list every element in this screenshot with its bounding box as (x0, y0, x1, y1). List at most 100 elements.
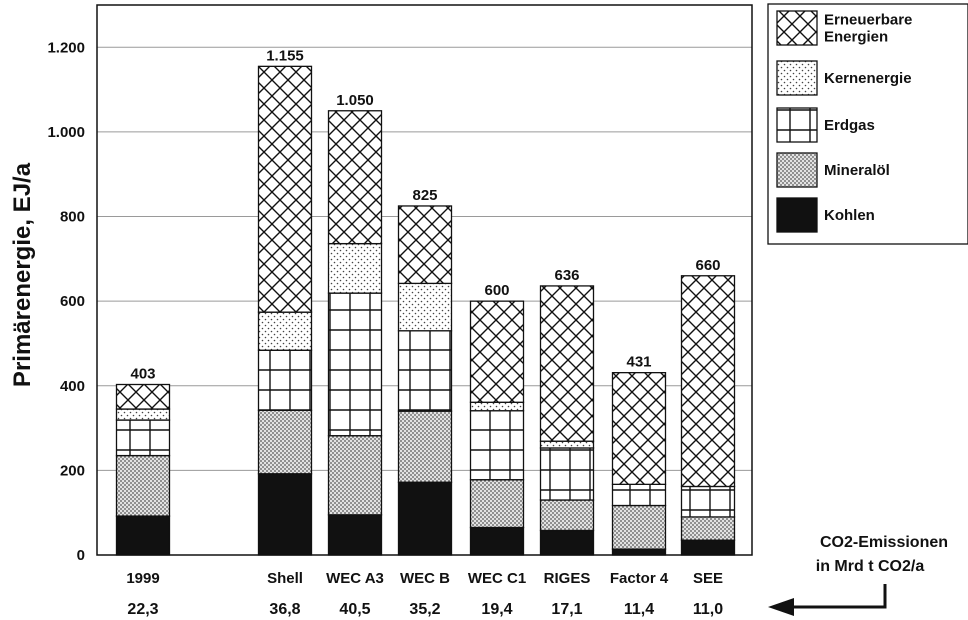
category-label-1999: 1999 (126, 570, 159, 587)
y-tick-label: 200 (60, 462, 85, 479)
category-label-riges: RIGES (544, 570, 591, 587)
bar-riges-erneuerbare-energien (539, 285, 595, 442)
bar-1999-erdgas (115, 419, 171, 457)
legend-swatch-kernenergie (776, 60, 818, 96)
bar-wec-b-kohlen (397, 481, 453, 556)
bar-wec-b-mineraloel (397, 410, 453, 483)
bar-riges-kohlen (539, 529, 595, 556)
bar-wec-c1-kohlen (469, 526, 525, 556)
bar-factor-4-kohlen (611, 548, 667, 556)
y-axis-ticks: 0 200 400 600 800 1.000 1.200 (47, 39, 85, 564)
emissions-note-line-2: in Mrd t CO2/a (816, 558, 925, 575)
bar-wec-c1-erdgas (469, 410, 525, 481)
bar-shell-erdgas (257, 349, 313, 411)
total-label-shell: 1.155 (266, 47, 304, 64)
bar-stack-wec-c1 (469, 300, 525, 556)
bar-wec-b-erneuerbare-energien (397, 205, 453, 285)
category-label-factor-4: Factor 4 (610, 570, 669, 587)
category-label-wec-c1: WEC C1 (468, 570, 526, 587)
bar-stack-1999 (115, 383, 171, 556)
legend-swatch-erneuerbare-energien (776, 10, 818, 46)
bar-wec-a3-mineraloel (327, 435, 383, 516)
legend-label-erneuerbare-energien: Erneuerbare (824, 12, 912, 29)
category-label-wec-b: WEC B (400, 570, 450, 587)
total-label-wec-b: 825 (412, 187, 437, 204)
bar-1999-kohlen (115, 515, 171, 556)
emission-values: 22,3 36,8 40,5 35,2 19,4 17,1 11,4 11,0 (127, 601, 723, 618)
bar-wec-c1-kernenergie (469, 401, 525, 412)
bar-factor-4-erdgas (611, 483, 667, 507)
bar-factor-4-erneuerbare-energien (611, 372, 667, 485)
bar-see-kohlen (680, 539, 736, 556)
legend-label-kohlen: Kohlen (824, 207, 875, 224)
category-label-wec-a3: WEC A3 (326, 570, 384, 587)
bar-stack-wec-b (397, 205, 453, 556)
y-axis-label: Primärenergie, EJ/a (9, 162, 36, 387)
category-labels: 1999 Shell WEC A3 WEC B WEC C1 RIGES Factor 4 S… (126, 570, 723, 587)
legend-swatch-kohlen (776, 197, 818, 233)
total-label-riges: 636 (554, 267, 579, 284)
total-label-1999: 403 (130, 366, 155, 383)
total-label-see: 660 (695, 257, 720, 274)
bar-factor-4-mineraloel (611, 504, 667, 550)
legend-label-erneuerbare-energien: Energien (824, 29, 888, 46)
bar-shell-mineraloel (257, 409, 313, 475)
bar-shell-kohlen (257, 473, 313, 556)
plot-frame (96, 4, 753, 556)
category-label-see: SEE (693, 570, 723, 587)
y-tick-label: 800 (60, 209, 85, 226)
bar-riges-kernenergie (539, 440, 595, 449)
bar-see-erneuerbare-energien (680, 275, 736, 488)
y-tick-label: 400 (60, 378, 85, 395)
total-label-wec-c1: 600 (484, 282, 509, 299)
bar-riges-mineraloel (539, 499, 595, 532)
y-tick-label: 1.000 (47, 124, 85, 141)
emissions-arrow (788, 584, 887, 609)
bar-see-mineraloel (680, 516, 736, 541)
emission-value-wec-b: 35,2 (409, 601, 440, 618)
bar-wec-b-erdgas (397, 330, 453, 412)
bar-1999-erneuerbare-energien (115, 383, 171, 410)
y-tick-label: 1.200 (47, 39, 85, 56)
emissions-note: CO2-Emissionen in Mrd t CO2/a (768, 534, 948, 616)
emission-value-wec-a3: 40,5 (339, 601, 370, 618)
emission-value-riges: 17,1 (551, 601, 582, 618)
total-label-wec-a3: 1.050 (336, 92, 374, 109)
legend-swatch-erdgas (776, 107, 818, 143)
bar-see-erdgas (680, 485, 736, 518)
legend-label-mineraloel: Mineralöl (824, 162, 890, 179)
bar-shell-erneuerbare-energien (257, 65, 313, 313)
emissions-arrow-head (768, 598, 794, 616)
bar-wec-c1-erneuerbare-energien (469, 300, 525, 403)
bar-riges-erdgas (539, 447, 595, 501)
bar-wec-a3-erneuerbare-energien (327, 110, 383, 245)
bar-stack-riges (539, 285, 595, 556)
total-label-factor-4: 431 (626, 354, 651, 371)
emissions-note-line-1: CO2-Emissionen (820, 534, 948, 551)
bar-stack-see (680, 275, 736, 556)
y-tick-label: 600 (60, 293, 85, 310)
total-labels: 403 1.155 1.050 825 600 636 431 660 (130, 47, 720, 382)
y-tick-label: 0 (77, 547, 85, 564)
legend-swatch-mineraloel (776, 152, 818, 188)
bar-wec-c1-mineraloel (469, 479, 525, 529)
bar-wec-a3-erdgas (327, 292, 383, 437)
emission-value-see: 11,0 (693, 601, 723, 618)
legend-label-kernenergie: Kernenergie (824, 70, 912, 87)
bars (115, 65, 736, 556)
emission-value-shell: 36,8 (269, 601, 300, 618)
bar-stack-factor-4 (611, 372, 667, 556)
category-label-shell: Shell (267, 570, 303, 587)
bar-wec-a3-kernenergie (327, 242, 383, 294)
emission-value-factor-4: 11,4 (624, 601, 654, 618)
legend-label-erdgas: Erdgas (824, 117, 875, 134)
bar-wec-b-kernenergie (397, 282, 453, 332)
bar-shell-kernenergie (257, 311, 313, 351)
bar-stack-shell (257, 65, 313, 556)
emission-value-1999: 22,3 (127, 601, 158, 618)
bar-1999-kernenergie (115, 408, 171, 421)
bar-1999-mineraloel (115, 454, 171, 517)
bar-stack-wec-a3 (327, 110, 383, 556)
